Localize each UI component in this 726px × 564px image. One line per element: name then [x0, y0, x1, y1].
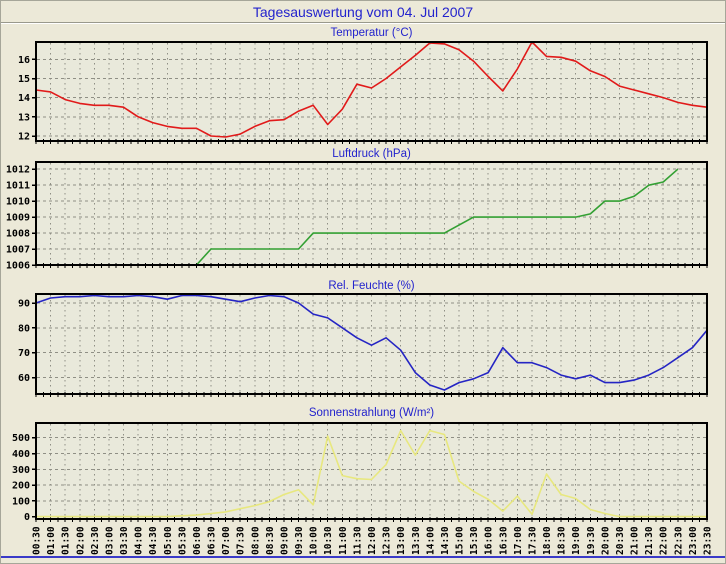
rel-feuchte-plot-area	[36, 294, 707, 394]
luftdruck-y-axis-labels: 1012 1011 1010 1009 1008 1007 1006	[6, 165, 36, 272]
svg-text:09:30: 09:30	[294, 526, 305, 555]
svg-text:200: 200	[12, 481, 30, 492]
svg-text:02:00: 02:00	[75, 526, 86, 555]
svg-text:20:30: 20:30	[615, 526, 626, 555]
svg-text:13:00: 13:00	[396, 526, 407, 555]
svg-text:23:00: 23:00	[688, 526, 699, 555]
svg-text:20:00: 20:00	[600, 526, 611, 555]
svg-text:17:00: 17:00	[513, 526, 524, 555]
svg-text:07:00: 07:00	[221, 526, 232, 555]
luftdruck-chart: 1012 1011 1010 1009 1008 1007 1006	[6, 161, 708, 272]
temperatur-plot-area	[36, 42, 707, 141]
sonnenstrahlung-frame	[35, 422, 708, 520]
svg-text:1006: 1006	[6, 261, 30, 272]
svg-text:14: 14	[18, 93, 30, 104]
temperatur-series-line	[35, 41, 708, 138]
svg-text:11:00: 11:00	[338, 526, 349, 555]
rel-feuchte-series-line	[35, 294, 708, 391]
svg-text:1010: 1010	[6, 197, 30, 208]
feuchte-chart-title: Rel. Feuchte (%)	[328, 280, 415, 292]
svg-text:16: 16	[18, 55, 30, 66]
svg-text:23:30: 23:30	[703, 526, 714, 555]
svg-text:16:00: 16:00	[484, 526, 495, 555]
temperatur-y-axis-labels: 16 15 14 13 12	[18, 55, 36, 143]
sonnenstrahlung-y-axis-labels: 500 400 300 200 100 0	[12, 433, 36, 523]
svg-text:0: 0	[24, 512, 30, 523]
svg-text:60: 60	[18, 373, 30, 384]
svg-text:1007: 1007	[6, 245, 30, 256]
svg-text:21:00: 21:00	[630, 526, 641, 555]
luftdruck-frame	[35, 161, 708, 266]
svg-text:05:00: 05:00	[163, 526, 174, 555]
svg-text:10:30: 10:30	[323, 526, 334, 555]
luftdruck-vertical-gridlines	[50, 163, 693, 264]
svg-text:07:30: 07:30	[236, 526, 247, 555]
svg-text:06:00: 06:00	[192, 526, 203, 555]
rel-feuchte-chart: 90 80 70 60	[18, 293, 708, 397]
svg-text:16:30: 16:30	[498, 526, 509, 555]
svg-text:15:30: 15:30	[469, 526, 480, 555]
svg-text:01:00: 01:00	[46, 526, 57, 555]
temperatur-chart-title: Temperatur (°C)	[330, 27, 413, 39]
svg-text:70: 70	[18, 348, 30, 359]
svg-text:19:00: 19:00	[571, 526, 582, 555]
svg-text:21:30: 21:30	[644, 526, 655, 555]
svg-text:10:00: 10:00	[309, 526, 320, 555]
svg-text:12:00: 12:00	[367, 526, 378, 555]
svg-text:15:00: 15:00	[455, 526, 466, 555]
svg-text:1012: 1012	[6, 165, 30, 176]
rel-feuchte-vertical-gridlines	[50, 295, 693, 393]
svg-text:12:30: 12:30	[382, 526, 393, 555]
svg-text:18:00: 18:00	[542, 526, 553, 555]
svg-text:03:30: 03:30	[119, 526, 130, 555]
svg-text:1009: 1009	[6, 213, 30, 224]
svg-text:11:30: 11:30	[352, 526, 363, 555]
svg-text:09:00: 09:00	[280, 526, 291, 555]
sonnenstrahlung-chart-title: Sonnenstrahlung (W/m²)	[308, 407, 435, 419]
svg-text:13:30: 13:30	[411, 526, 422, 555]
sonnenstrahlung-series-line	[36, 429, 707, 518]
svg-text:300: 300	[12, 465, 30, 476]
svg-text:03:00: 03:00	[104, 526, 115, 555]
svg-text:18:30: 18:30	[557, 526, 568, 555]
svg-text:08:00: 08:00	[250, 526, 261, 555]
svg-text:02:30: 02:30	[90, 526, 101, 555]
svg-text:90: 90	[18, 299, 30, 310]
rel-feuchte-y-axis-labels: 90 80 70 60	[18, 299, 36, 384]
svg-text:400: 400	[12, 449, 30, 460]
title-divider	[1, 22, 725, 24]
sonnenstrahlung-chart: 500 400 300 200 100 0	[12, 422, 708, 523]
svg-text:06:30: 06:30	[207, 526, 218, 555]
page-title: Tagesauswertung vom 04. Jul 2007	[252, 4, 474, 20]
svg-text:22:30: 22:30	[673, 526, 684, 555]
svg-text:01:30: 01:30	[61, 526, 72, 555]
svg-text:08:30: 08:30	[265, 526, 276, 555]
svg-text:15: 15	[18, 74, 30, 85]
svg-text:14:30: 14:30	[440, 526, 451, 555]
rel-feuchte-frame	[35, 293, 708, 395]
svg-text:19:30: 19:30	[586, 526, 597, 555]
temperatur-frame	[35, 41, 708, 142]
bottom-divider	[1, 556, 725, 558]
svg-text:14:00: 14:00	[425, 526, 436, 555]
svg-text:04:30: 04:30	[148, 526, 159, 555]
svg-text:00:30: 00:30	[32, 526, 43, 555]
svg-text:04:00: 04:00	[134, 526, 145, 555]
svg-text:500: 500	[12, 433, 30, 444]
svg-text:05:30: 05:30	[177, 526, 188, 555]
x-axis-time-labels: 00:30 01:00 01:30 02:00 02:30 03:00 03:30 04:00…	[32, 526, 714, 555]
svg-text:1008: 1008	[6, 229, 30, 240]
svg-text:22:00: 22:00	[659, 526, 670, 555]
temperatur-chart: 16 15 14 13 12	[18, 41, 708, 144]
svg-text:13: 13	[18, 112, 30, 123]
svg-text:1011: 1011	[6, 181, 30, 192]
svg-text:12: 12	[18, 132, 30, 143]
svg-text:100: 100	[12, 496, 30, 507]
luftdruck-chart-title: Luftdruck (hPa)	[332, 148, 411, 160]
svg-text:80: 80	[18, 323, 30, 334]
svg-text:17:30: 17:30	[528, 526, 539, 555]
